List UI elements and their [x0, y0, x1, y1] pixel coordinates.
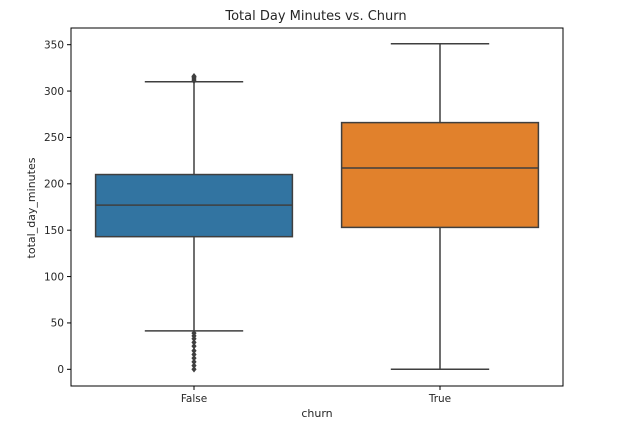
x-axis-label: churn [301, 407, 332, 420]
y-axis: 0 50 100 150 200 250 300 350 [44, 39, 71, 376]
x-axis: False True [181, 386, 451, 405]
outlier-point [191, 351, 197, 358]
outlier-point [191, 342, 197, 350]
outlier-point [191, 329, 197, 337]
y-tick-label: 100 [44, 271, 64, 283]
outlier-point [191, 366, 197, 373]
x-tick-label-false: False [181, 393, 207, 405]
y-tick-label: 200 [44, 179, 64, 191]
outlier-point [191, 354, 197, 362]
outlier-point [191, 358, 197, 366]
box-group-true [340, 43, 540, 371]
y-tick-label: 350 [44, 39, 64, 51]
outlier-point [191, 339, 197, 346]
x-tick-label-true: True [428, 393, 451, 405]
box-group-false [94, 73, 294, 373]
outlier-point [191, 347, 197, 354]
y-tick-label: 50 [51, 318, 64, 330]
plot-frame [70, 27, 564, 387]
y-tick-label: 300 [44, 86, 64, 98]
plot-area [70, 27, 564, 387]
outlier-point [191, 73, 197, 80]
outlier-point [191, 362, 197, 369]
y-tick-label: 150 [44, 225, 64, 237]
chart-title: Total Day Minutes vs. Churn [224, 9, 406, 24]
y-tick-label: 0 [57, 364, 64, 376]
box-iqr [340, 121, 540, 229]
y-tick-label: 250 [44, 132, 64, 144]
y-axis-label: total_day_minutes [25, 157, 38, 258]
